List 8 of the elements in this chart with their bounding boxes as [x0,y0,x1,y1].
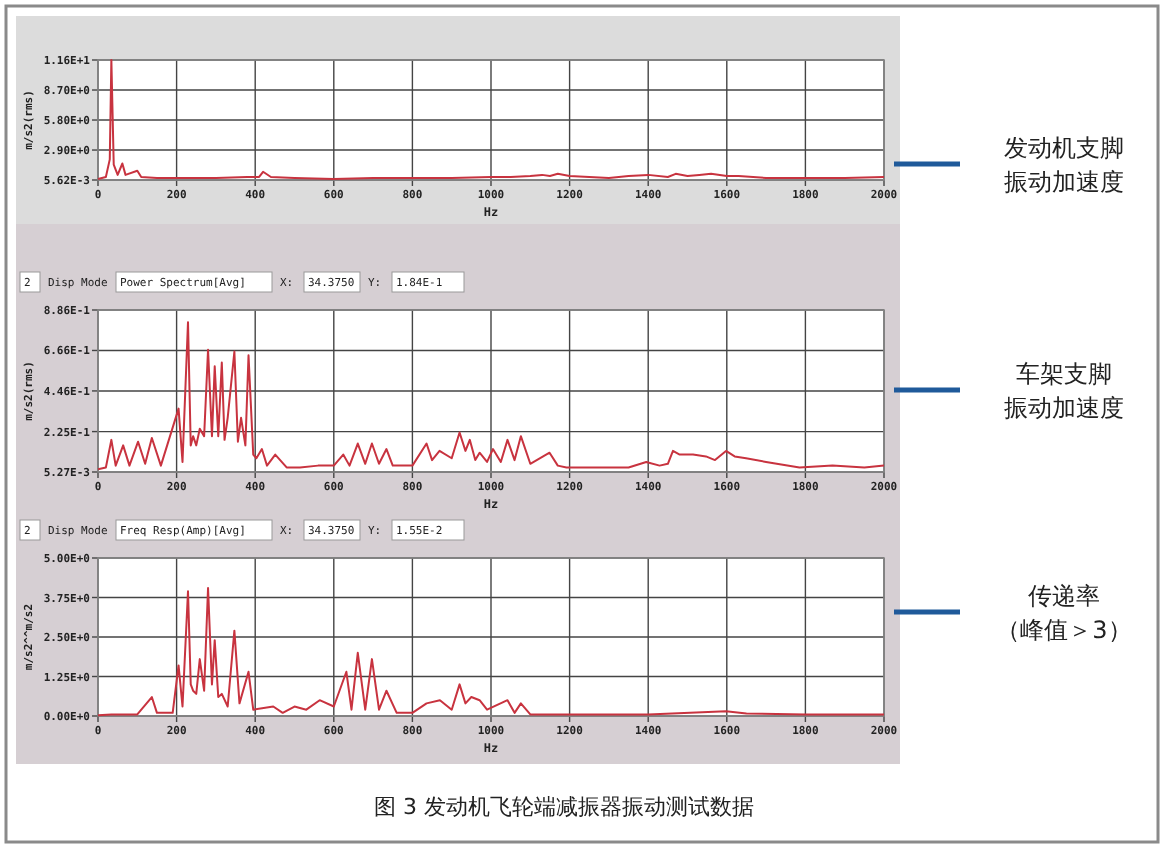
text: 车架支脚 [1016,360,1112,388]
text: 传递率 [1028,582,1100,610]
text: （峰值＞3） [996,616,1132,644]
text: 振动加速度 [1004,168,1124,196]
text: 发动机支脚 [1004,134,1124,162]
text: 振动加速度 [1004,394,1124,422]
caption: 图 3 发动机飞轮端减振器振动测试数据 [374,794,754,820]
line-series [97,59,885,181]
